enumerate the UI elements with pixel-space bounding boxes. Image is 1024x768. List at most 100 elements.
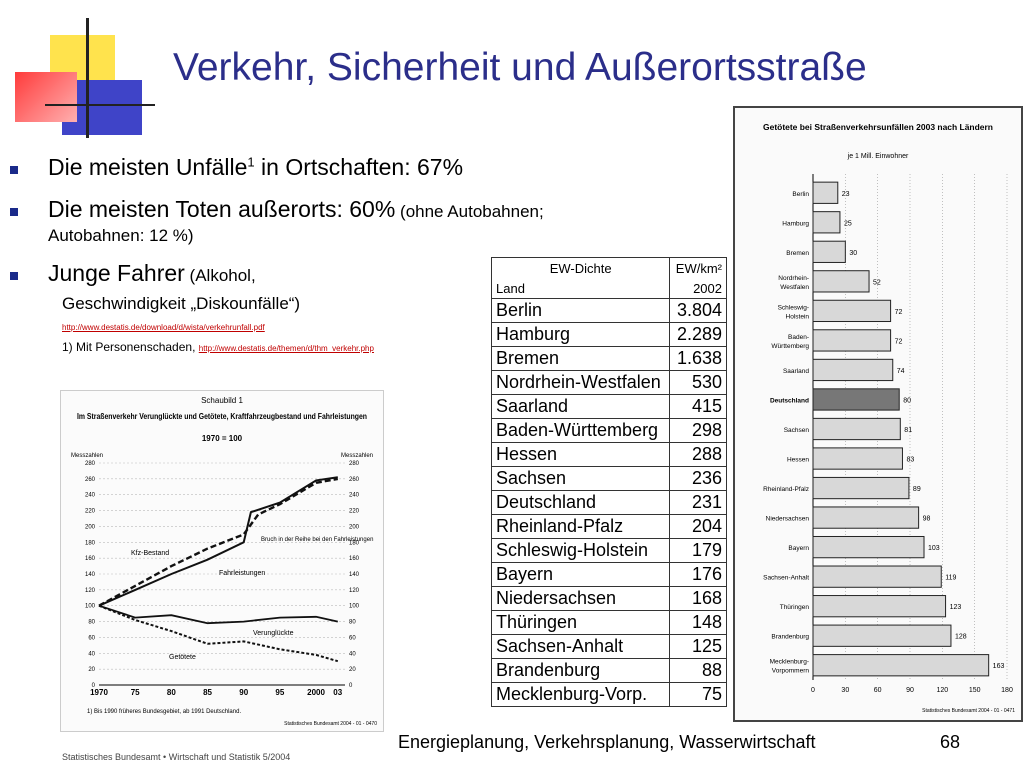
category-label: Sachsen-Anhalt	[763, 575, 809, 582]
series-label: Verunglückte	[253, 630, 294, 637]
y-tick-label-right: 120	[349, 588, 360, 594]
table-cell-density: 179	[669, 538, 727, 563]
table-row: Schleswig-Holstein 179	[490, 538, 727, 563]
x-tick-label: 90	[906, 687, 914, 694]
table-row: Hamburg 2.289	[490, 322, 727, 347]
table-cell-density: 1.638	[669, 346, 727, 371]
bar	[812, 181, 839, 204]
x-tick-label: 95	[275, 688, 284, 697]
y-tick-label-right: 180	[349, 540, 360, 546]
bar-value-label: 72	[895, 338, 903, 345]
bullet-marker	[10, 166, 18, 174]
bar-value-label: 30	[849, 250, 857, 257]
table-row: Thüringen 148	[490, 610, 727, 635]
y-tick-label-right: 100	[349, 604, 360, 610]
table-cell-land: Deutschland	[490, 490, 671, 515]
table-row: Deutschland 231	[490, 490, 727, 515]
bar	[812, 240, 846, 263]
bar	[812, 535, 925, 559]
table-header-cell: 2002	[669, 278, 727, 299]
category-label: Nordrhein-	[778, 275, 809, 282]
y-tick-label: 0	[92, 683, 96, 689]
category-label: Schleswig-	[778, 304, 809, 311]
footnote-text: 1) Mit Personenschaden,	[62, 340, 199, 354]
table-cell-density: 3.804	[669, 298, 727, 323]
table-cell-land: Sachsen	[490, 466, 671, 491]
table-cell-land: Bremen	[490, 346, 671, 371]
series-label: Getötete	[169, 654, 196, 661]
x-tick-label: 90	[239, 688, 248, 697]
series-line	[98, 604, 339, 663]
series-line	[98, 477, 339, 607]
table-row: Rheinland-Pfalz 204	[490, 514, 727, 539]
bar	[812, 595, 947, 618]
bullet-text-rest: in Ortschaften: 67%	[254, 154, 464, 180]
y-tick-label: 100	[85, 604, 96, 610]
y-tick-label-right: 200	[349, 524, 360, 530]
slide-title: Verkehr, Sicherheit und Außerortsstraße	[173, 46, 867, 89]
category-label: Bayern	[788, 545, 809, 552]
table-cell-land: Rheinland-Pfalz	[490, 514, 671, 539]
bar-value-label: 52	[873, 279, 881, 286]
chart-source: Statistisches Bundesamt 2004 - 01 - 0470	[284, 721, 377, 727]
category-label: Hessen	[787, 457, 809, 464]
bar-value-label: 128	[955, 634, 967, 641]
y-tick-label: 260	[85, 477, 96, 483]
chart-title: Getötete bei Straßenverkehrsunfällen 200…	[763, 123, 993, 132]
table-cell-land: Brandenburg	[490, 658, 671, 683]
y-tick-label: 280	[85, 461, 96, 467]
x-tick-label: 80	[167, 688, 176, 697]
category-label: Württemberg	[771, 343, 809, 350]
y-axis-label-right: Messzahlen	[341, 453, 373, 459]
x-tick-label: 120	[936, 687, 948, 694]
table-cell-density: 236	[669, 466, 727, 491]
table-header-cell: EW-Dichte	[490, 257, 671, 278]
x-tick-label: 03	[333, 688, 342, 697]
table-cell-density: 231	[669, 490, 727, 515]
category-label: Rheinland-Pfalz	[763, 486, 809, 493]
chart-source: Statistisches Bundesamt 2004 - 01 - 0471	[922, 708, 1015, 714]
chart-annotation: Bruch in der Reihe bei den Fahrleistunge…	[261, 537, 373, 543]
table-cell-land: Thüringen	[490, 610, 671, 635]
bar	[812, 417, 901, 441]
bar	[812, 211, 841, 234]
y-tick-label-right: 220	[349, 509, 360, 515]
table-cell-land: Mecklenburg-Vorp.	[490, 682, 671, 707]
y-tick-label-right: 0	[349, 683, 353, 689]
table-cell-density: 204	[669, 514, 727, 539]
bar	[812, 654, 990, 677]
table-header-row: EW-Dichte EW/km²	[490, 257, 727, 278]
y-tick-label-right: 240	[349, 493, 360, 499]
y-tick-label-right: 40	[349, 651, 356, 657]
category-label: Vorpommern	[772, 668, 810, 675]
table-row: Sachsen-Anhalt 125	[490, 634, 727, 659]
category-label: Westfalen	[780, 284, 809, 291]
category-label: Holstein	[786, 313, 810, 320]
bar-value-label: 80	[903, 397, 911, 404]
x-tick-label: 1970	[90, 688, 108, 697]
bar-value-label: 163	[993, 663, 1005, 670]
table-row: Baden-Württemberg 298	[490, 418, 727, 443]
y-tick-label: 240	[85, 493, 96, 499]
table-row: Niedersachsen 168	[490, 586, 727, 611]
bullet-text: Die meisten Unfälle	[48, 154, 248, 180]
chart-subtitle: 1970 = 100	[202, 434, 243, 443]
bar-value-label: 23	[842, 191, 850, 198]
y-tick-label: 180	[85, 540, 96, 546]
y-tick-label: 160	[85, 556, 96, 562]
footnote-line: 1) Mit Personenschaden, http://www.desta…	[62, 340, 374, 354]
x-tick-label: 2000	[307, 688, 325, 697]
table-cell-density: 415	[669, 394, 727, 419]
destatis-thm-link[interactable]: http://www.destatis.de/themen/d/thm_verk…	[198, 344, 374, 353]
footnote-marker: 1	[247, 154, 255, 170]
bar	[812, 476, 910, 500]
destatis-unfall-link[interactable]: http://www.destatis.de/download/d/wista/…	[62, 323, 265, 332]
bar-value-label: 103	[928, 545, 940, 552]
y-tick-label-right: 20	[349, 667, 356, 673]
category-label: Baden-	[788, 334, 809, 341]
y-tick-label: 80	[88, 620, 95, 626]
bar	[812, 358, 894, 382]
bar	[812, 299, 892, 323]
bullet-marker	[10, 208, 18, 216]
deco-red-square	[15, 72, 77, 122]
